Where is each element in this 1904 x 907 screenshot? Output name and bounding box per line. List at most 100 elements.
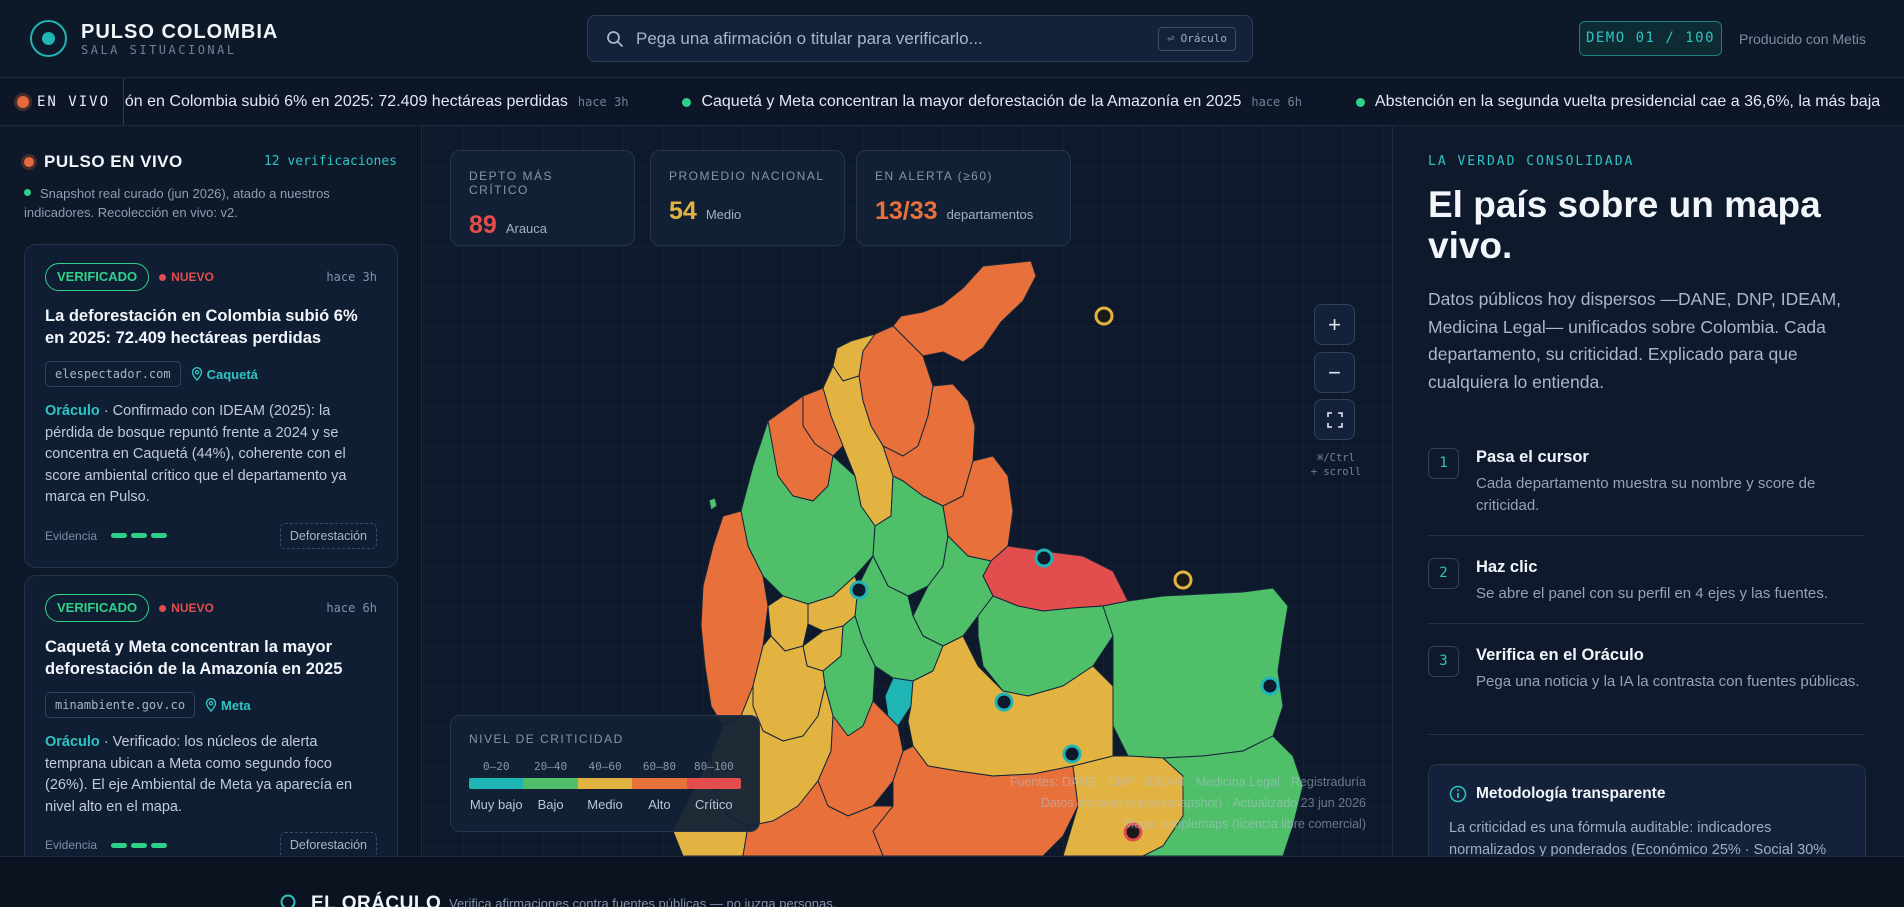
map-attribution: Fuentes: DANE · DNP · IDEAM · Medicina L… [1010,772,1366,835]
criticality-legend: NIVEL DE CRITICIDAD 0–20 20–40 40–60 60–… [450,715,760,832]
evidence-label: Evidencia [45,528,98,543]
attribution-line: Fuentes: DANE · DNP · IDEAM · Medicina L… [1009,775,1366,789]
step-click: 2 Haz clic Se abre el panel con su perfi… [1428,558,1864,624]
marker-la-guajira[interactable] [1094,306,1114,326]
evidence-label: Evidencia [45,838,98,852]
eyebrow-label: LA VERDAD CONSOLIDADA [1428,154,1635,169]
fullscreen-icon [1326,411,1343,428]
zoom-in-button[interactable]: + [1314,304,1355,345]
step-description: Se abre el panel con su perfil en 4 ejes… [1476,585,1828,602]
search-bar[interactable]: ⏎ Oráculo [587,15,1253,62]
search-input[interactable] [636,16,1136,61]
department-guainia[interactable] [1142,735,1304,856]
live-dot-icon [24,157,34,167]
legend-name: Bajo [537,797,564,812]
department-putumayo[interactable] [742,780,894,856]
ticker-item-time: hace 3h [577,95,629,109]
legend-name: Alto [648,797,671,812]
step-title: Verifica en el Oráculo [1476,646,1644,664]
location-link[interactable]: Caquetá [191,367,258,382]
snapshot-note: Snapshot real curado (jun 2026), atado a… [24,184,384,222]
source-chip[interactable]: elespectador.com [45,361,181,387]
kpi-value: 89 [469,211,497,239]
oraculo-search-icon [280,894,296,907]
legend-range: 40–60 [588,760,622,773]
page-title: El país sobre un mapa vivo. [1428,184,1821,266]
ticker-dot-icon [682,97,692,107]
marker-choco[interactable] [849,580,869,600]
fullscreen-button[interactable] [1314,399,1355,440]
step-number: 2 [1428,558,1459,589]
legend-color-bar [469,778,741,789]
step-title: Haz clic [1476,558,1538,576]
kpi-label: EN ALERTA (≥60) [875,169,994,183]
kpi-subtitle: Arauca [505,221,548,236]
step-verify: 3 Verifica en el Oráculo Pega una notici… [1428,646,1864,735]
logo-icon[interactable] [30,20,67,57]
map-area: DEPTO MÁS CRÍTICO 89 Arauca PROMEDIO NAC… [423,126,1392,856]
ticker-item[interactable]: tación en Colombia subió 6% en 2025: 72.… [100,93,628,111]
brand-subtitle: SALA SITUACIONAL [81,43,237,57]
live-tag: EN VIVO [0,78,124,125]
card-title: La deforestación en Colombia subió 6% en… [45,307,358,347]
ticker-item[interactable]: Abstención en la segunda vuelta presiden… [1355,93,1880,111]
brand-title[interactable]: PULSO COLOMBIA [81,21,279,43]
card-body-text: · Verificado: los núcleos de alerta temp… [45,734,353,815]
step-description: Cada departamento muestra su nombre y sc… [1476,475,1816,514]
location-link[interactable]: Meta [205,698,251,713]
marker-meta[interactable] [1062,744,1082,764]
department-la-guajira[interactable] [892,260,1037,363]
feed-header: PULSO EN VIVO [24,152,183,172]
marker-arauca[interactable] [1173,570,1193,590]
department-vichada[interactable] [1102,587,1289,759]
marker-vichada[interactable] [1260,676,1280,696]
marker-bogota[interactable] [994,692,1014,712]
methodology-title: Metodología transparente [1476,785,1666,802]
zoom-hint: ⌘/Ctrl + scroll [1308,451,1364,479]
zoom-out-button[interactable]: − [1314,352,1355,393]
live-feed-panel: PULSO EN VIVO 12 verificaciones Snapshot… [0,126,422,856]
intro-text: Datos públicos hoy dispersos —DANE, DNP,… [1428,289,1842,392]
card-body-text: · Confirmado con IDEAM (2025): la pérdid… [45,403,347,505]
evidence-strength-bars [111,533,171,538]
step-number: 3 [1428,646,1459,677]
ticker-item-text: Caquetá y Meta concentran la mayor defor… [701,93,1242,110]
kpi-label: DEPTO MÁS CRÍTICO [469,169,553,197]
department-san-andres[interactable] [708,497,718,511]
producido-credit[interactable]: Producido con Metis [1739,31,1866,47]
location-pin-icon [205,698,217,712]
location-pin-icon [191,367,202,381]
topic-tag[interactable]: Deforestación [279,832,377,856]
new-dot-icon [159,604,167,612]
topic-tag[interactable]: Deforestación [279,522,377,549]
marker-caqueta[interactable] [1123,822,1143,842]
evidence-strength-bars [111,842,171,848]
methodology-card[interactable]: Metodología transparente La criticidad e… [1428,764,1866,856]
kpi-value: 54 [669,197,697,225]
location-label: Caquetá [206,366,258,382]
legend-range: 0–20 [482,760,510,773]
step-number: 1 [1428,448,1459,479]
card-body: Oráculo · Confirmado con IDEAM (2025): l… [45,401,377,509]
marker-antioquia[interactable] [1034,548,1054,568]
kpi-card-alert: EN ALERTA (≥60) 13/33 departamentos [856,150,1071,246]
oraculo-section: EL ORÁCULO Verifica afirmaciones contra … [0,856,1904,907]
map-markers [849,306,1280,842]
zoom-hint-line: ⌘/Ctrl [1317,452,1355,464]
ticker-item[interactable]: Caquetá y Meta concentran la mayor defor… [682,93,1302,111]
info-panel: LA VERDAD CONSOLIDADA El país sobre un m… [1392,126,1904,856]
ticker-track: tación en Colombia subió 6% en 2025: 72.… [100,78,1904,125]
attribution-line[interactable]: Mapa: simplemaps (licencia libre comerci… [1123,817,1366,831]
legend-range: 20–40 [534,760,568,773]
colombia-map [672,260,1304,856]
ticker-item-time: hace 6h [1251,95,1302,109]
methodology-text: La criticidad es una fórmula auditable: … [1449,820,1827,856]
oraculo-shortcut-button[interactable]: ⏎ Oráculo [1158,27,1236,51]
live-dot-icon [17,96,29,108]
source-chip[interactable]: minambiente.gov.co [45,692,196,718]
news-ticker: EN VIVO tación en Colombia subió 6% en 2… [0,78,1904,126]
kpi-label: PROMEDIO NACIONAL [669,169,825,183]
status-badge: VERIFICADO [45,263,150,291]
verification-card[interactable]: VERIFICADO NUEVO hace 6h Caquetá y Meta … [24,575,398,856]
verification-card[interactable]: VERIFICADO NUEVO hace 3h La deforestació… [24,244,398,568]
